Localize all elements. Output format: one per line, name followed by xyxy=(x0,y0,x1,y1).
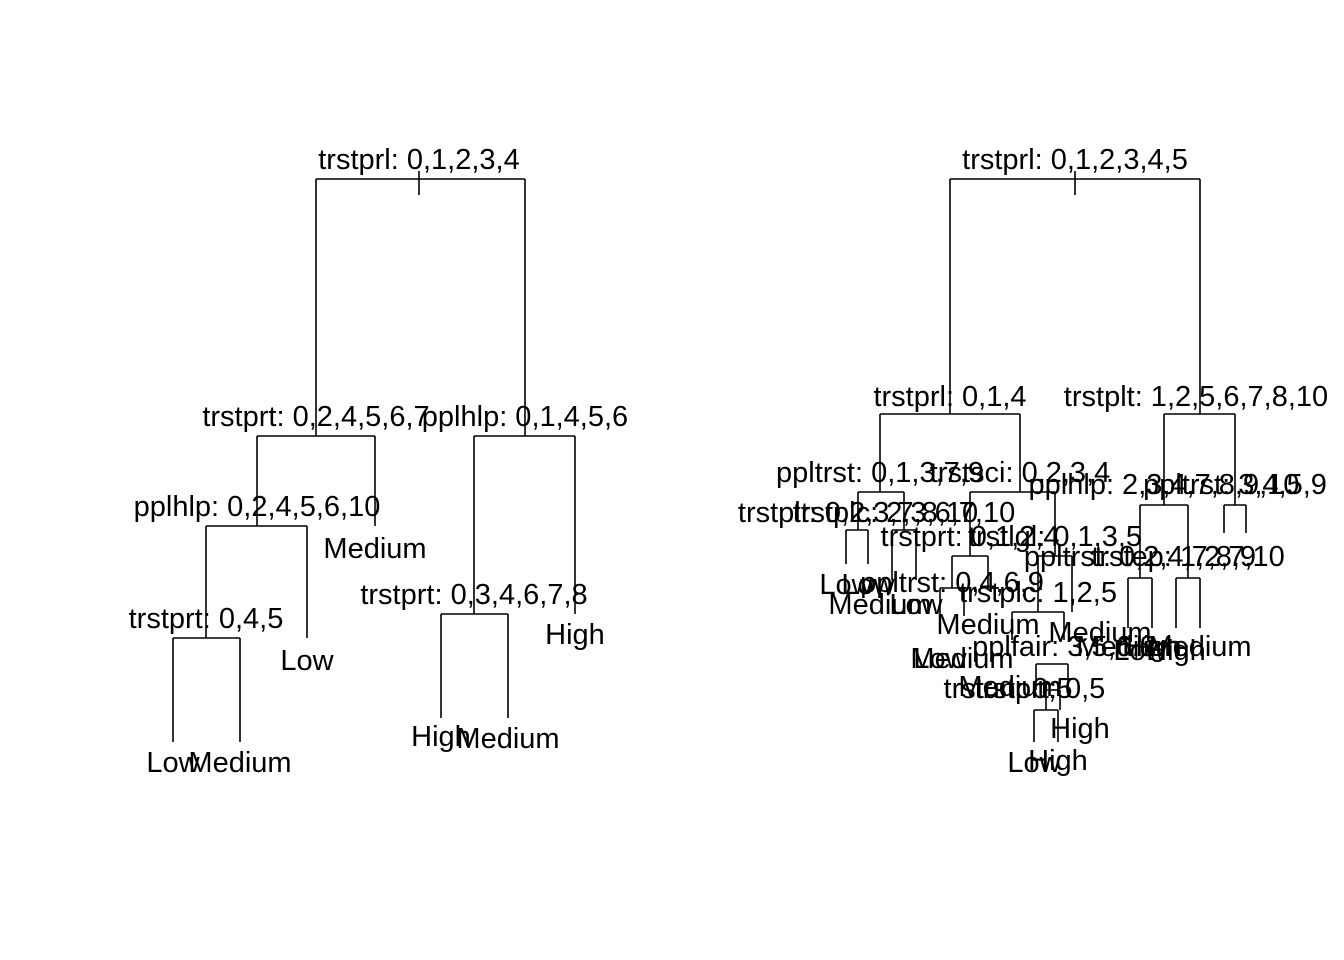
tree-right: trstprl: 0,1,2,3,4,5 trstprl: 0,1,4 trst… xyxy=(738,144,1328,779)
leaf-label: Medium xyxy=(936,609,1039,641)
node-label: trstep: 1,2,7,10 xyxy=(1091,541,1284,573)
node-label-d: trstprt: 0,3,4,6,7,8 xyxy=(360,579,587,611)
leaf-label: Low xyxy=(819,569,873,601)
node-label-c: pplhlp: 0,2,4,5,6,10 xyxy=(134,491,381,523)
node-label: trstprt: 0,5 xyxy=(975,673,1106,705)
leaf-label: Low xyxy=(841,569,895,601)
leaf-label: Medium xyxy=(456,723,559,755)
node-label: ppltrst: 0,1,3,7,9 xyxy=(776,457,984,489)
node-label: trstlgl: 0,1,3,5 xyxy=(968,521,1142,553)
node-label: ppltrst: 0,4,6,9 xyxy=(860,567,1044,599)
node-label: trstprl: 0,1,4 xyxy=(873,381,1026,413)
node-label-e: trstprt: 0,4,5 xyxy=(129,603,284,635)
leaf-label: High xyxy=(545,619,605,651)
leaf-label: High xyxy=(1122,631,1182,663)
node-label: ppltrst: 3,4,5,9 xyxy=(1143,469,1327,501)
leaf-label: Medium xyxy=(1048,617,1151,649)
node-label: pplhlp: 2,3,4,7,8,9,10 xyxy=(1029,469,1300,501)
node-label: trstplc: 2,3,6,7,10 xyxy=(793,497,1015,529)
leaf-label: Medium xyxy=(323,533,426,565)
leaf-label: Medium xyxy=(1076,631,1179,663)
leaf-label: Low xyxy=(889,589,943,621)
node-label-a: trstprt: 0,2,4,5,6,7 xyxy=(202,401,429,433)
leaf-label: High xyxy=(1028,745,1088,777)
node-label: trstprt: 0,1,2,4 xyxy=(881,521,1060,553)
leaf-label: Low xyxy=(146,747,200,779)
leaf-label: Medium xyxy=(188,747,291,779)
leaf-label: Low xyxy=(280,645,334,677)
leaf-label: Medium xyxy=(910,643,1013,675)
node-label: trstsci: 0,2,3,4 xyxy=(930,457,1111,489)
node-label-b: pplhlp: 0,1,4,5,6 xyxy=(422,401,628,433)
node-label-root: trstprl: 0,1,2,3,4,5 xyxy=(962,144,1188,176)
leaf-label: Low xyxy=(1007,747,1061,779)
node-label: trstplc: 1,2,5 xyxy=(959,577,1117,609)
leaf-label: Low xyxy=(1113,635,1167,667)
leaf-label: High xyxy=(411,721,471,753)
leaf-label: Medium xyxy=(828,589,931,621)
tree-left: trstprl: 0,1,2,3,4 trstprt: 0,2,4,5,6,7 … xyxy=(129,144,629,779)
node-label: pplfair: 3,5,6,8 xyxy=(972,631,1156,663)
leaf-label: Medium xyxy=(958,671,1061,703)
leaf-label: High xyxy=(1050,713,1110,745)
leaf-label: Medium xyxy=(1148,631,1251,663)
node-label: trstun: 0,5 xyxy=(944,673,1073,705)
leaf-label: Low xyxy=(913,643,967,675)
node-label: trstplt: 1,2,5,6,7,8,10 xyxy=(1064,381,1328,413)
node-label: ppltrst: 0,2,4,7,8,9 xyxy=(1024,541,1256,573)
node-label: trstplt: 0,2,3,7,8,10 xyxy=(738,497,978,529)
leaf-label: High xyxy=(1146,635,1206,667)
node-label-root: trstprl: 0,1,2,3,4 xyxy=(318,144,520,176)
